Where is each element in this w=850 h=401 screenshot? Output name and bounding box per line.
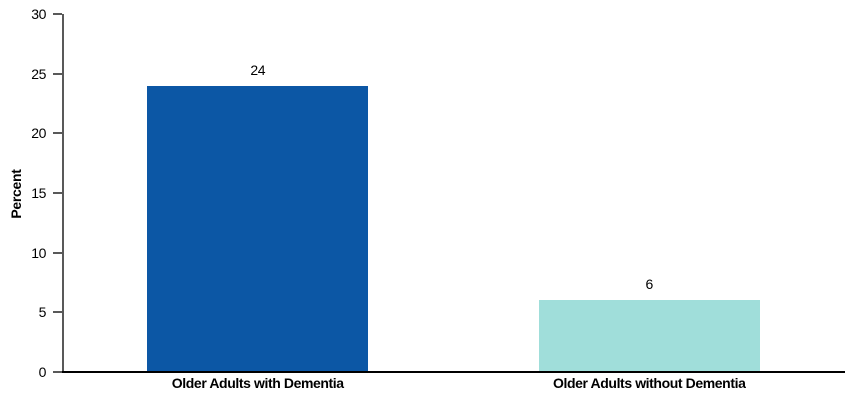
y-tick-mark [53, 192, 62, 194]
y-tick-mark [53, 371, 62, 373]
y-tick-label: 5 [38, 304, 47, 321]
y-axis-line [62, 14, 64, 372]
y-tick-mark [53, 251, 62, 254]
x-category-label: Older Adults with Dementia [171, 375, 344, 391]
y-tick-mark [53, 72, 62, 75]
bar-0 [147, 85, 369, 371]
y-tick-label: 25 [31, 65, 46, 82]
x-category-label: Older Adults without Dementia [553, 375, 746, 391]
y-tick-label: 0 [38, 364, 47, 380]
x-axis-line [62, 371, 845, 373]
y-tick-mark [53, 132, 62, 135]
bar-value-label: 6 [645, 276, 654, 293]
bar-value-label: 24 [250, 61, 266, 78]
y-tick-mark [53, 311, 62, 314]
y-tick-label: 10 [31, 244, 46, 261]
bar-1 [538, 300, 760, 371]
y-tick-label: 15 [31, 185, 46, 201]
y-tick-label: 20 [31, 125, 46, 142]
y-tick-label: 30 [31, 6, 46, 22]
y-tick-mark [53, 13, 62, 15]
